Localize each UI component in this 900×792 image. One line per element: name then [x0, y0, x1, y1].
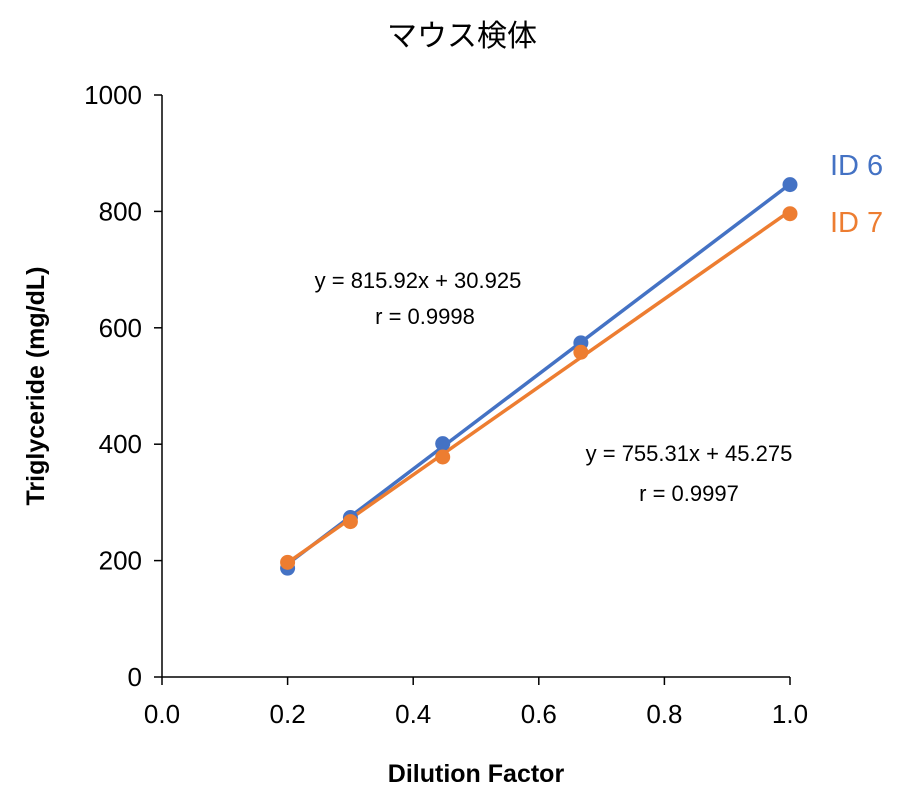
x-tick-label: 1.0 — [772, 699, 808, 729]
y-tick-label: 200 — [99, 546, 142, 576]
data-point-id6 — [435, 436, 451, 452]
legend-id6: ID 6 — [830, 150, 883, 182]
equation-id7: y = 755.31x + 45.275 — [586, 441, 793, 466]
x-tick-label: 0.4 — [395, 699, 431, 729]
data-point-id7 — [342, 514, 358, 530]
trendline-id7 — [286, 209, 792, 565]
r-value-id7: r = 0.9997 — [639, 481, 739, 506]
y-tick-label: 1000 — [84, 80, 142, 110]
series-layer — [280, 177, 798, 576]
x-tick-label: 0.8 — [646, 699, 682, 729]
r-value-id6: r = 0.9998 — [375, 304, 475, 329]
data-point-id7 — [573, 344, 589, 360]
data-point-id7 — [280, 554, 296, 570]
data-point-id7 — [782, 206, 798, 222]
x-tick-label: 0.6 — [521, 699, 557, 729]
x-tick-label: 0.0 — [144, 699, 180, 729]
x-axis: 0.0 0.2 0.4 0.6 0.8 1.0 — [144, 676, 808, 729]
legend-id7: ID 7 — [830, 207, 883, 239]
data-point-id7 — [435, 449, 451, 465]
x-axis-title: Dilution Factor — [388, 760, 565, 788]
y-tick-label: 800 — [99, 196, 142, 226]
chart-title: マウス検体 — [387, 19, 537, 54]
y-tick-label: 0 — [128, 662, 142, 692]
equation-id6: y = 815.92x + 30.925 — [315, 268, 522, 293]
x-tick-label: 0.2 — [270, 699, 306, 729]
trendline-id6 — [286, 182, 792, 566]
y-axis-title: Triglyceride (mg/dL) — [22, 267, 50, 506]
data-point-id6 — [782, 177, 798, 193]
y-axis: 0 200 400 600 800 1000 — [84, 80, 163, 692]
y-tick-label: 600 — [99, 313, 142, 343]
y-tick-label: 400 — [99, 429, 142, 459]
